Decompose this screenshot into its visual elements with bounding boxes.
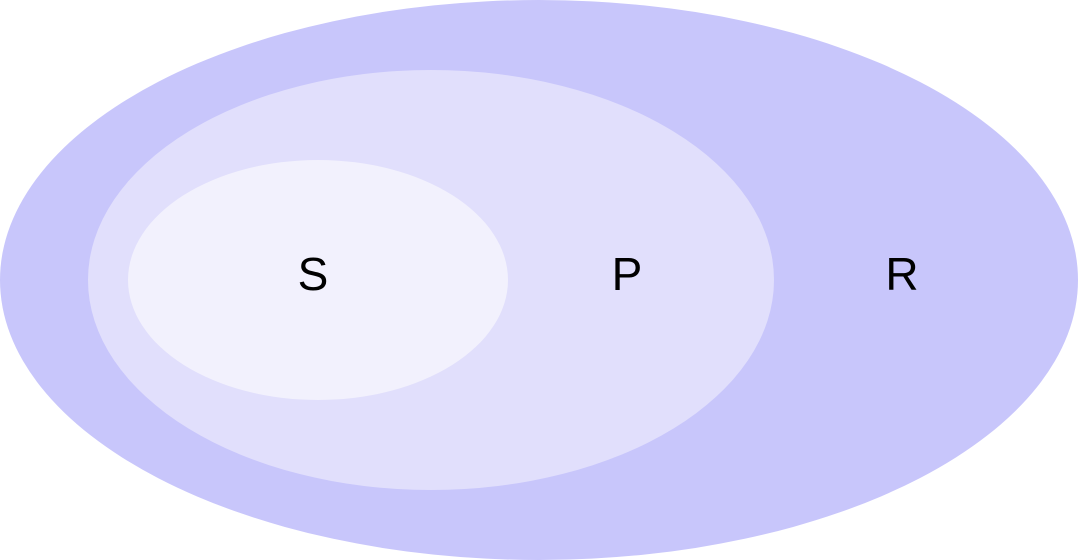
set-s-label: S xyxy=(298,248,329,300)
set-s-region xyxy=(128,160,508,400)
set-r-label: R xyxy=(885,248,918,300)
set-p-label: P xyxy=(612,248,643,300)
